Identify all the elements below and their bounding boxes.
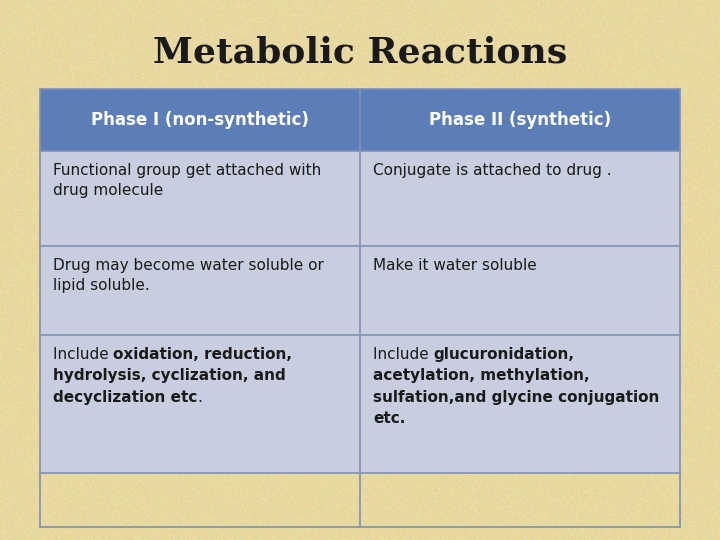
Text: hydrolysis, cyclization, and: hydrolysis, cyclization, and <box>53 368 285 383</box>
Bar <box>40 335 360 472</box>
Text: Drug may become water soluble or
lipid soluble.: Drug may become water soluble or lipid s… <box>53 258 323 293</box>
Text: decyclization etc: decyclization etc <box>53 390 197 405</box>
Text: Functional group get attached with
drug molecule: Functional group get attached with drug … <box>53 163 321 199</box>
Text: sulfation,and glycine conjugation: sulfation,and glycine conjugation <box>373 390 660 405</box>
Bar <box>40 89 680 151</box>
Text: Metabolic Reactions: Metabolic Reactions <box>153 35 567 69</box>
Text: Phase I (non-synthetic): Phase I (non-synthetic) <box>91 111 309 129</box>
Bar <box>40 246 360 335</box>
Text: oxidation, reduction,: oxidation, reduction, <box>113 347 292 362</box>
Text: etc.: etc. <box>373 411 405 427</box>
Bar <box>360 246 680 335</box>
Bar <box>360 151 680 246</box>
Text: glucuronidation,: glucuronidation, <box>433 347 575 362</box>
Text: Conjugate is attached to drug .: Conjugate is attached to drug . <box>373 163 611 178</box>
Text: acetylation, methylation,: acetylation, methylation, <box>373 368 590 383</box>
Bar <box>40 151 360 246</box>
Text: .: . <box>197 390 202 405</box>
Text: Make it water soluble: Make it water soluble <box>373 258 536 273</box>
Bar <box>360 335 680 472</box>
Text: Phase II (synthetic): Phase II (synthetic) <box>429 111 611 129</box>
Text: Include: Include <box>373 347 433 362</box>
Text: Include: Include <box>53 347 113 362</box>
